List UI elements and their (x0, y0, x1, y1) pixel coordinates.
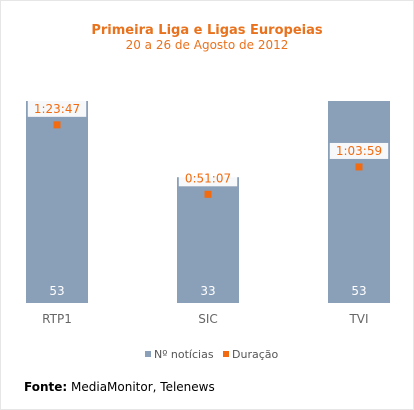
category-label: TVI (348, 312, 368, 326)
legend-swatch-duration (223, 351, 229, 357)
source-note: Fonte: MediaMonitor, Telenews (24, 380, 215, 394)
bar-tvi (328, 101, 390, 303)
bar-sic (177, 177, 239, 303)
duration-label: 1:23:47 (34, 102, 80, 116)
source-label: Fonte: (24, 380, 68, 394)
chart-subtitle: 20 a 26 de Agosto de 2012 (125, 38, 289, 52)
legend-swatch-count (145, 351, 151, 357)
duration-label-box (27, 100, 87, 117)
bar-count-label: 53 (49, 284, 64, 298)
legend-label-count: Nº notícias (154, 348, 214, 361)
category-label: RTP1 (42, 312, 72, 326)
bar-count-label: 33 (200, 284, 215, 298)
source-text: MediaMonitor, Telenews (71, 380, 215, 394)
category-label: SIC (198, 312, 218, 326)
chart-title: Primeira Liga e Ligas Europeias (91, 23, 323, 38)
duration-marker (204, 190, 212, 198)
duration-marker (53, 121, 61, 129)
bar-rtp1 (26, 101, 88, 303)
duration-label: 0:51:07 (185, 171, 231, 185)
legend-label-duration: Duração (232, 348, 278, 361)
duration-label: 1:03:59 (336, 144, 382, 158)
duration-marker (355, 163, 363, 171)
duration-label-box (329, 142, 389, 159)
bar-count-label: 53 (351, 284, 366, 298)
duration-label-box (178, 170, 238, 187)
